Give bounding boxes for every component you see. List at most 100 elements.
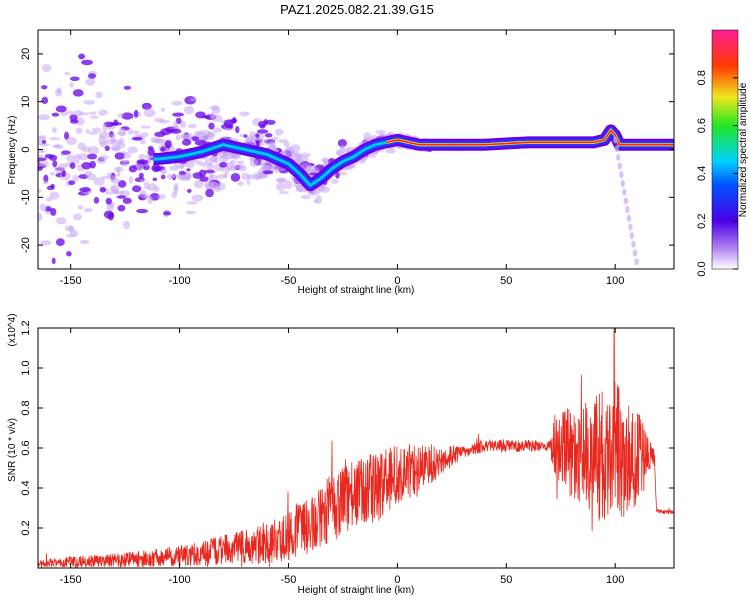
spectrogram-x-ticks: -150 -100 -50 0 50 100 (60, 30, 624, 287)
spectral-blob (72, 213, 83, 221)
spectral-blob (51, 112, 60, 117)
x-tick-label: 0 (394, 574, 400, 586)
streak-blob (620, 179, 626, 187)
spectral-blob (147, 183, 157, 192)
spectral-blob (340, 144, 346, 150)
spectral-blob (209, 105, 220, 111)
spectral-blob (110, 178, 121, 184)
spectral-blob (278, 190, 290, 194)
spectral-blob (89, 160, 96, 169)
spectral-blob (116, 169, 121, 178)
spectral-blob (283, 148, 295, 156)
spectral-blob (50, 184, 55, 189)
spectral-blob (54, 144, 64, 149)
y-tick-label: 0.4 (20, 480, 32, 495)
spectral-blob (54, 88, 63, 97)
spectral-blob (79, 239, 90, 245)
spectral-blob (176, 174, 188, 181)
spectral-blob (191, 136, 199, 142)
y-tick-label: 10 (20, 96, 32, 108)
spectral-blob (191, 194, 204, 202)
spectral-blob (81, 162, 92, 170)
streak-blob (634, 258, 639, 266)
spectral-blob (56, 217, 67, 225)
spectral-blob (127, 146, 139, 154)
spectral-blob (123, 151, 132, 159)
spectral-blob (147, 195, 153, 204)
spectral-blob (38, 114, 50, 121)
spectral-blob (209, 112, 215, 119)
spectral-blob (121, 160, 128, 164)
spectral-blob (246, 179, 251, 186)
spectrogram-x-axis-label: Height of straight line (km) (298, 285, 415, 296)
spectral-blob (231, 154, 241, 159)
spectral-blob (95, 91, 103, 99)
spectral-blob (239, 133, 244, 138)
y-tick-label: 0.8 (20, 400, 32, 415)
spectral-blob (198, 169, 207, 177)
spectral-blob (69, 76, 80, 82)
spectral-blob (221, 152, 229, 160)
spectral-blob (208, 122, 215, 130)
spectral-blob (117, 131, 127, 136)
spectral-blob (236, 160, 245, 165)
spectral-blob (121, 112, 134, 120)
spectral-blob (283, 141, 290, 148)
spectral-blob (229, 165, 238, 172)
x-tick-label: 0 (394, 275, 400, 287)
spectral-blob (183, 105, 195, 115)
y-tick-label: 20 (20, 48, 32, 60)
snr-panel: -150 -100 -50 0 50 100 0.2 0.4 0.6 0.8 1.0 1.2 Hei… (7, 313, 675, 596)
spectral-blob (131, 136, 143, 141)
spectral-blob (105, 197, 112, 205)
spectral-blob (363, 132, 372, 142)
spectral-blob (131, 130, 140, 135)
spectral-blob (196, 160, 203, 166)
spectral-blob (160, 107, 166, 112)
spectral-blob (66, 251, 72, 257)
spectral-blob (173, 120, 178, 129)
y-tick-label: -10 (20, 189, 32, 205)
spectral-blob (201, 115, 211, 119)
spectral-blob (122, 220, 130, 230)
streak-blob (632, 249, 638, 257)
spectral-blob (85, 78, 96, 86)
x-tick-label: -150 (60, 275, 82, 287)
streak-blob (626, 214, 632, 222)
spectral-blob (132, 185, 142, 193)
x-tick-label: 50 (500, 574, 512, 586)
spectral-blob (40, 149, 46, 153)
spectral-blob (147, 148, 155, 157)
spectral-blob (110, 133, 116, 142)
spectral-blob (141, 102, 152, 110)
spectral-blob (103, 210, 115, 219)
y-tick-label: -20 (20, 237, 32, 253)
spectral-blob (41, 160, 50, 168)
spectral-blob (294, 157, 304, 164)
spectral-blob (87, 73, 97, 79)
spectral-blob (152, 177, 158, 181)
x-tick-label: -50 (281, 275, 297, 287)
spectral-blob (136, 208, 149, 214)
spectral-blob (42, 180, 49, 185)
spectral-blob (204, 169, 216, 174)
spectral-blob (337, 139, 347, 148)
spectral-blob (143, 108, 156, 118)
spectral-blob (276, 182, 286, 191)
spectral-blob (169, 128, 182, 134)
streak-blob (614, 145, 619, 153)
spectral-blob (187, 123, 198, 129)
streak-blob (623, 197, 629, 205)
colorbar-tick-label: 0.6 (696, 118, 708, 133)
spectral-blob (117, 140, 126, 149)
x-tick-label: 50 (500, 275, 512, 287)
spectral-blob (170, 174, 180, 178)
spectral-blob (335, 172, 340, 179)
x-tick-label: -50 (281, 574, 297, 586)
spectral-blob (171, 100, 183, 106)
snr-x-axis-label: Height of straight line (km) (298, 585, 415, 596)
snr-plot-area (38, 328, 674, 568)
spectral-blob (235, 126, 240, 134)
spectral-blob (182, 134, 191, 140)
